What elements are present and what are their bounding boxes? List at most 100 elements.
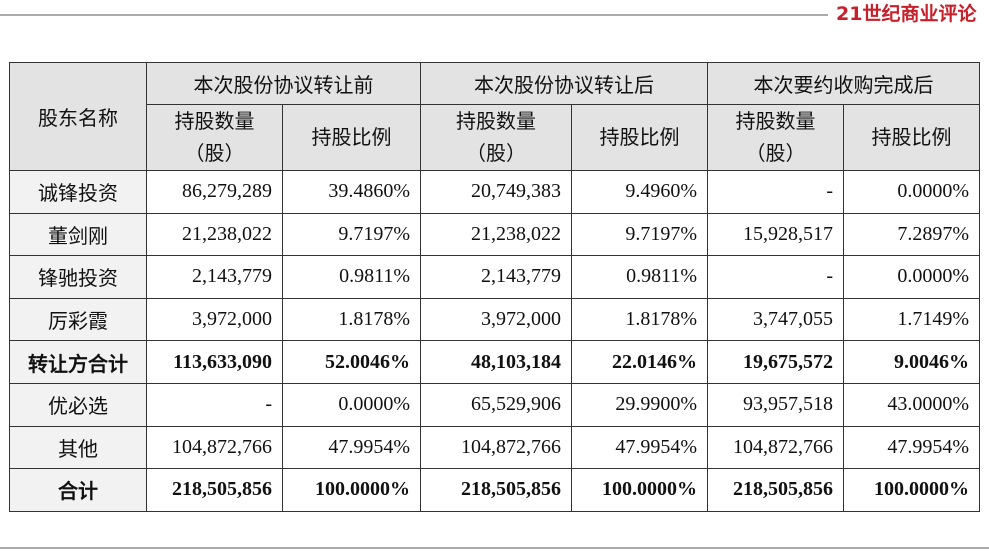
value-cell: 9.7197% xyxy=(571,212,708,257)
group-label: 本次股份协议转让前 xyxy=(193,75,374,97)
value-cell: 104,872,766 xyxy=(420,425,572,470)
cell-value: 3,972,000 xyxy=(192,308,272,331)
cell-value: 1.8178% xyxy=(338,308,410,331)
value-cell: 3,747,055 xyxy=(707,297,844,342)
data-row: 诚锋投资 86,279,289 39.4860% 20,749,383 9.4960% -… xyxy=(9,170,980,214)
shareholder-name: 董剑刚 xyxy=(48,225,108,248)
shareholder-name: 锋驰投资 xyxy=(38,268,118,291)
header-row: 股东名称 本次股份协议转让前 本次股份协议转让后 本次要约收购完成后 xyxy=(9,62,980,171)
cell-value: 47.9954% xyxy=(328,435,410,458)
sub-header: 持股数量 （股） xyxy=(707,104,844,171)
cell-value: 218,505,856 xyxy=(172,478,272,501)
value-cell: 218,505,856 xyxy=(146,468,283,512)
sub-header-label: （股） xyxy=(745,142,806,165)
value-cell: 39.4860% xyxy=(282,170,421,214)
value-cell: 21,238,022 xyxy=(420,212,572,257)
cell-value: 21,238,022 xyxy=(182,222,272,245)
cell-value: - xyxy=(265,393,272,416)
cell-value: 1.7149% xyxy=(897,308,969,331)
name-cell: 诚锋投资 xyxy=(9,170,147,214)
value-cell: 100.0000% xyxy=(843,468,980,512)
cell-value: 100.0000% xyxy=(315,478,410,501)
data-row: 其他 104,872,766 47.9954% 104,872,766 47.9954%… xyxy=(9,425,980,470)
sub-header: 持股比例 xyxy=(843,104,980,171)
cell-value: 47.9954% xyxy=(615,435,697,458)
cell-value: 104,872,766 xyxy=(733,435,833,458)
sub-header-label: 持股数量 xyxy=(456,110,536,133)
sub-header: 持股比例 xyxy=(282,104,421,171)
sub-header-label: （股） xyxy=(184,142,245,165)
cell-value: 1.8178% xyxy=(625,308,697,331)
value-cell: 113,633,090 xyxy=(146,340,283,384)
subheader-row: 持股数量 （股） 持股比例 持股数量 （股） 持股比例 持股数量 （股） 持股比例 xyxy=(10,104,980,171)
cell-value: 0.0000% xyxy=(338,393,410,416)
data-row: 董剑刚 21,238,022 9.7197% 21,238,022 9.7197% 15,… xyxy=(9,212,980,257)
cell-value: 65,529,906 xyxy=(471,393,561,416)
cell-value: 9.0046% xyxy=(894,350,969,373)
value-cell: 93,957,518 xyxy=(707,382,844,427)
cell-value: 104,872,766 xyxy=(172,435,272,458)
value-cell: 100.0000% xyxy=(282,468,421,512)
cell-value: 0.0000% xyxy=(897,265,969,288)
rule xyxy=(0,547,989,549)
value-cell: 15,928,517 xyxy=(707,212,844,257)
cell-value: - xyxy=(826,265,833,288)
name-cell: 转让方合计 xyxy=(9,340,147,384)
name-cell: 锋驰投资 xyxy=(9,255,147,299)
cell-value: 3,972,000 xyxy=(481,308,561,331)
sub-header-label: 持股比例 xyxy=(599,126,680,149)
value-cell: 20,749,383 xyxy=(420,170,572,214)
cell-value: 0.0000% xyxy=(897,180,969,203)
value-cell: 0.0000% xyxy=(843,170,980,214)
data-row: 转让方合计 113,633,090 52.0046% 48,103,184 22.014… xyxy=(9,340,980,384)
value-cell: 9.0046% xyxy=(843,340,980,384)
cell-value: 15,928,517 xyxy=(743,222,833,245)
value-cell: 21,238,022 xyxy=(146,212,283,257)
sub-header-label: 持股数量 xyxy=(174,110,255,133)
value-cell: 0.9811% xyxy=(571,255,708,299)
value-cell: 47.9954% xyxy=(571,425,708,470)
cell-value: 9.7197% xyxy=(338,222,410,245)
cell-value: 43.0000% xyxy=(887,393,969,416)
data-row: 锋驰投资 2,143,779 0.9811% 2,143,779 0.9811% - 0.0… xyxy=(9,255,980,299)
cell-value: 29.9900% xyxy=(615,393,697,416)
name-cell: 董剑刚 xyxy=(9,212,147,257)
cell-value: 9.4960% xyxy=(625,180,697,203)
value-cell: 9.4960% xyxy=(571,170,708,214)
cell-value: 0.9811% xyxy=(626,265,697,288)
value-cell: 22.0146% xyxy=(571,340,708,384)
group-header: 本次股份协议转让后 xyxy=(420,62,708,105)
name-cell: 优必选 xyxy=(9,382,147,427)
value-cell: 86,279,289 xyxy=(146,170,283,214)
value-cell: - xyxy=(707,255,844,299)
sub-header: 持股数量 （股） xyxy=(146,104,283,171)
cell-value: 20,749,383 xyxy=(471,180,561,203)
sub-header-label: （股） xyxy=(466,142,526,165)
value-cell: 52.0046% xyxy=(282,340,421,384)
value-cell: 43.0000% xyxy=(843,382,980,427)
sub-header-label: 持股比例 xyxy=(311,126,392,149)
value-cell: 218,505,856 xyxy=(420,468,572,512)
cell-value: 218,505,856 xyxy=(461,478,561,501)
data-row: 优必选 - 0.0000% 65,529,906 29.9900% 93,957,518 4… xyxy=(9,382,980,427)
name-cell: 其他 xyxy=(9,425,147,470)
shareholder-name: 合计 xyxy=(58,481,98,504)
value-cell: 3,972,000 xyxy=(420,297,572,342)
value-cell: 0.9811% xyxy=(282,255,421,299)
cell-value: 48,103,184 xyxy=(471,350,561,373)
value-cell: 100.0000% xyxy=(571,468,708,512)
cell-value: 19,675,572 xyxy=(743,350,833,373)
rule xyxy=(0,14,828,16)
cell-value: 47.9954% xyxy=(887,435,969,458)
cell-value: 2,143,779 xyxy=(192,265,272,288)
shareholder-name: 诚锋投资 xyxy=(38,183,118,206)
value-cell: 1.8178% xyxy=(571,297,708,342)
value-cell: 3,972,000 xyxy=(146,297,283,342)
sub-header-label: 持股数量 xyxy=(735,110,816,133)
value-cell: 19,675,572 xyxy=(707,340,844,384)
value-cell: 7.2897% xyxy=(843,212,980,257)
value-cell: 0.0000% xyxy=(843,255,980,299)
group-label: 本次股份协议转让后 xyxy=(474,75,654,97)
corner-label: 股东名称 xyxy=(38,108,118,130)
table: 股东名称 本次股份协议转让前 本次股份协议转让后 本次要约收购完成后 持股数量 （股） 持股… xyxy=(9,62,980,512)
